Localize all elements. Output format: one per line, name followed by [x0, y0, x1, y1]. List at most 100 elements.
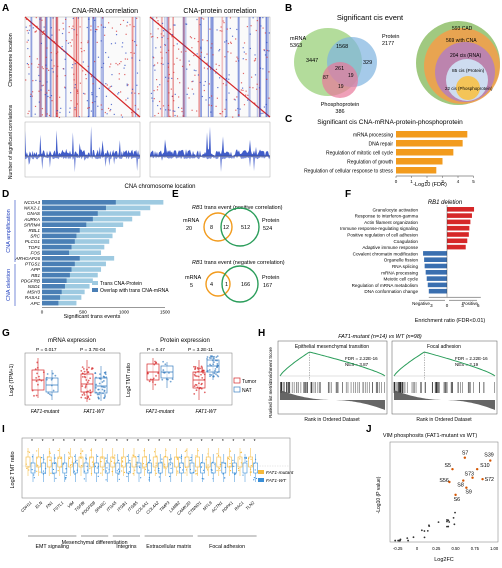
- i-box: [163, 456, 169, 468]
- panel-j-ylabel: -Log10 (P value): [376, 476, 382, 513]
- heatmap-stripe: [166, 17, 169, 117]
- g-point: [40, 379, 43, 382]
- heatmap-cell: [130, 51, 132, 54]
- heatmap-cell: [237, 58, 239, 60]
- j-tick-label: 0.50: [451, 546, 460, 551]
- i-point: [222, 473, 224, 475]
- j-site-label: S8: [457, 483, 464, 489]
- heatmap-cell: [28, 73, 30, 75]
- i-point: [240, 451, 242, 454]
- heatmap-cell: [129, 24, 131, 26]
- panel-i-plot: CDH11*ELN*FN1*FSTL1*VIM*TGFBI*PDGFRB*SPA…: [20, 439, 290, 516]
- i-point: [86, 469, 89, 471]
- g-point: [97, 396, 100, 399]
- j-point: [446, 525, 448, 528]
- panel-g-ylabel-protein: Log2 TMT ratio: [126, 363, 132, 397]
- g-point: [89, 389, 92, 392]
- g-point: [42, 371, 45, 374]
- i-box: [73, 462, 78, 474]
- heatmap-cell: [110, 43, 113, 45]
- heatmap-cell: [97, 26, 99, 28]
- g-point: [212, 363, 215, 366]
- d-bar-overlap: [42, 250, 70, 255]
- panel-j: J VIM phosphosits (FAT1-mutant vs WT) -L…: [366, 424, 499, 563]
- c-tick-label: 1: [410, 179, 413, 184]
- panel-f-bars: Granulocyte activation Response to interf…: [340, 205, 481, 308]
- heatmap-cell: [61, 48, 63, 50]
- i-legend-wt: FAT1-WT: [266, 478, 287, 484]
- i-sig-star: *: [116, 439, 118, 445]
- heatmap-cell: [57, 51, 59, 53]
- histogram-area-neg: [150, 156, 270, 172]
- panel-a-ylabel-bottom: Number of significant correlations: [8, 104, 14, 179]
- j-point: [394, 539, 397, 542]
- heatmap-cell: [39, 18, 41, 20]
- heatmap-cell: [50, 59, 53, 61]
- heatmap-cell: [154, 64, 156, 66]
- g-point: [33, 394, 35, 397]
- i-box: [242, 462, 248, 474]
- heatmap-cell: [157, 112, 160, 114]
- i-point: [169, 464, 171, 466]
- i-group-label: Integrins: [116, 544, 137, 550]
- heatmap-cell: [80, 47, 82, 50]
- i-point: [36, 470, 38, 472]
- g-point: [103, 390, 106, 393]
- heatmap-cell: [123, 67, 125, 69]
- i-point: [190, 456, 192, 459]
- g-point: [52, 389, 55, 392]
- heatmap-stripe: [92, 17, 95, 117]
- d-gene-label: TOP1: [28, 245, 40, 250]
- i-gene-label: CDH11: [20, 500, 33, 513]
- f-bar-pos: [447, 213, 472, 218]
- g-point: [84, 386, 87, 389]
- g-point: [100, 385, 103, 388]
- g-point: [153, 363, 156, 366]
- heatmap-cell: [58, 116, 61, 119]
- i-box: [41, 462, 46, 474]
- i-point: [97, 455, 99, 457]
- heatmap-cell: [268, 71, 270, 73]
- g-point: [84, 376, 87, 379]
- j-point: [454, 511, 456, 514]
- heatmap-cell: [239, 108, 241, 110]
- heatmap-cell: [60, 107, 62, 109]
- g-point: [104, 394, 106, 396]
- i-point: [42, 470, 45, 472]
- heatmap-cell: [162, 30, 165, 32]
- i-point: [105, 460, 108, 462]
- heatmap-cell: [117, 93, 119, 95]
- i-point: [155, 462, 157, 464]
- heatmap-cell: [225, 78, 228, 80]
- g-point: [169, 380, 172, 383]
- heatmap-cell: [68, 111, 71, 113]
- g-point: [102, 392, 104, 395]
- d-bar-overlap: [42, 256, 80, 261]
- g-point: [84, 373, 86, 376]
- venn-protein-label: Protein: [382, 34, 399, 40]
- f-bar-pos: [447, 225, 470, 231]
- g-point: [86, 381, 89, 384]
- d-gene-label: MSH3: [27, 290, 40, 295]
- d-bar-overlap: [42, 239, 75, 244]
- heatmap-cell: [259, 67, 262, 69]
- heatmap-cell: [238, 114, 240, 116]
- i-point: [148, 461, 150, 464]
- heatmap-cell: [233, 98, 235, 100]
- i-point: [54, 457, 56, 459]
- heatmap-cell: [105, 52, 107, 54]
- heatmap-cell: [124, 58, 126, 60]
- i-point: [149, 471, 151, 473]
- heatmap-cell: [200, 51, 202, 53]
- i-point: [253, 477, 255, 479]
- panel-j-title: VIM phosphosits (FAT1-mutant vs WT): [383, 433, 478, 439]
- i-point: [217, 454, 220, 457]
- i-point: [73, 470, 76, 472]
- d-gene-label: APP: [30, 267, 41, 272]
- i-point: [250, 458, 252, 460]
- i-point: [118, 478, 120, 480]
- g-point: [202, 371, 204, 374]
- i-point: [229, 465, 231, 467]
- i-point: [39, 471, 41, 473]
